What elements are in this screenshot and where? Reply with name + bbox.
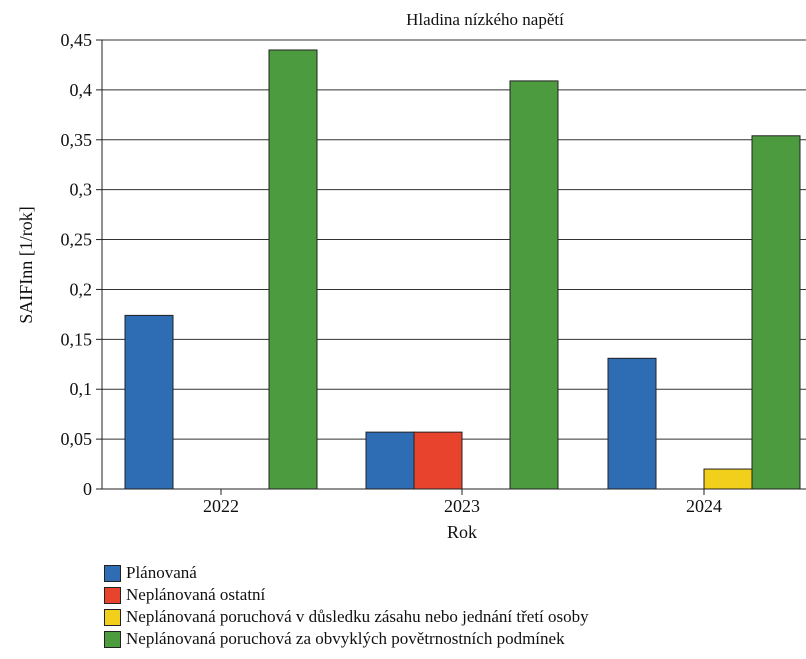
legend-item-unplanned-weather: Neplánovaná poruchová za obvyklých povět… [104, 628, 589, 650]
y-tick-label: 0,4 [70, 80, 93, 100]
legend-label: Neplánovaná poruchová za obvyklých povět… [126, 629, 565, 648]
legend-label: Neplánovaná poruchová v důsledku zásahu … [126, 607, 589, 626]
bar [268, 49, 318, 490]
y-tick-label: 0,45 [61, 30, 93, 50]
y-axis-label: SAIFInn [1/rok] [16, 206, 36, 324]
legend-swatch [104, 630, 121, 648]
x-tick-label: 2024 [686, 496, 722, 516]
legend-label: Neplánovaná ostatní [126, 585, 266, 604]
y-tick-label: 0,3 [70, 180, 93, 200]
x-axis-label: Rok [447, 522, 477, 542]
y-tick-label: 0,35 [61, 130, 93, 150]
y-tick-label: 0 [83, 479, 92, 499]
legend-swatch [104, 564, 121, 582]
bar [365, 431, 415, 490]
legend-swatch [104, 608, 121, 626]
bar [413, 431, 463, 490]
y-tick-label: 0,25 [61, 230, 93, 250]
bar [703, 468, 753, 490]
bar [607, 357, 657, 490]
legend-item-unplanned-other: Neplánovaná ostatní [104, 584, 589, 606]
y-axis-ticks: 0 0,05 0,1 0,15 0,2 0,25 0,3 0,35 0,4 0,45 [61, 30, 102, 499]
y-tick-label: 0,15 [61, 329, 93, 349]
legend-item-planned: Plánovaná [104, 562, 589, 584]
grid-lines [102, 39, 806, 440]
x-axis-ticks: 2022 2023 2024 [203, 489, 722, 516]
bar [751, 135, 801, 490]
bars [124, 49, 801, 490]
x-tick-label: 2022 [203, 496, 239, 516]
bar [509, 80, 559, 490]
chart-title: Hladina nízkého napětí [406, 10, 564, 29]
y-tick-label: 0,2 [70, 279, 93, 299]
y-tick-label: 0,1 [70, 379, 93, 399]
legend-label: Plánovaná [126, 563, 197, 582]
legend-swatch [104, 586, 121, 604]
y-tick-label: 0,05 [61, 429, 93, 449]
bar [124, 314, 174, 490]
legend: Plánovaná Neplánovaná ostatní Neplánovan… [104, 562, 589, 650]
legend-item-unplanned-third-party: Neplánovaná poruchová v důsledku zásahu … [104, 606, 589, 628]
chart: Hladina nízkého napětí 0 0,05 0,1 0,15 0,2 0,… [16, 10, 806, 542]
x-tick-label: 2023 [444, 496, 480, 516]
